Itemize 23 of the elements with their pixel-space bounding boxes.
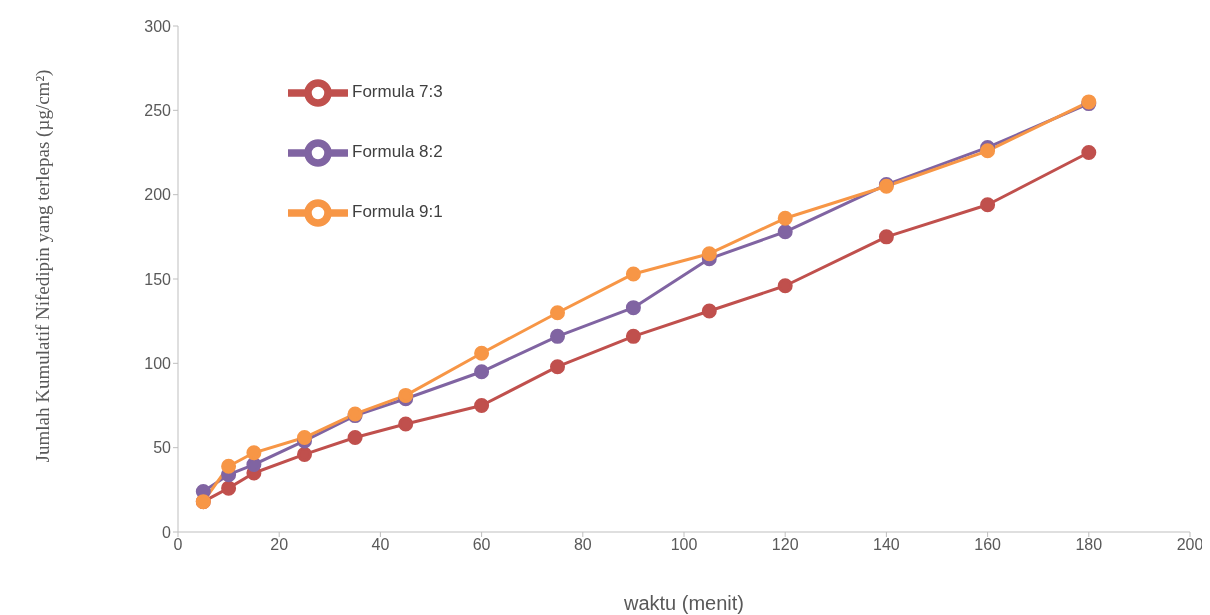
x-tick-label: 0 <box>173 536 183 554</box>
x-tick-label: 80 <box>573 536 592 554</box>
legend-label: Formula 8:2 <box>352 142 443 162</box>
x-tick-label: 200 <box>1176 536 1204 554</box>
y-tick-label: 200 <box>144 186 172 204</box>
y-tick-label: 100 <box>144 355 172 373</box>
y-axis-title: Jumlah Kumulatif Nifedipin yang terlepas (µg/cm²) <box>31 68 54 465</box>
x-tick-label: 20 <box>270 536 289 554</box>
x-tick-label: 160 <box>974 536 1002 554</box>
y-tick-label: 250 <box>144 102 172 120</box>
x-tick-label: 140 <box>873 536 900 554</box>
x-tick-label: 40 <box>371 536 390 554</box>
x-tick-label: 100 <box>670 536 698 554</box>
legend-label: Formula 7:3 <box>352 82 443 102</box>
y-tick-label: 50 <box>153 439 172 457</box>
x-axis-title: waktu (menit) <box>622 592 745 614</box>
y-tick-label: 300 <box>144 17 172 35</box>
y-tick-label: 0 <box>162 523 172 541</box>
x-tick-label: 120 <box>771 536 799 554</box>
legend-label: Formula 9:1 <box>352 202 443 222</box>
x-tick-label: 60 <box>472 536 491 554</box>
y-tick-label: 150 <box>144 270 172 288</box>
x-tick-label: 180 <box>1075 536 1103 554</box>
